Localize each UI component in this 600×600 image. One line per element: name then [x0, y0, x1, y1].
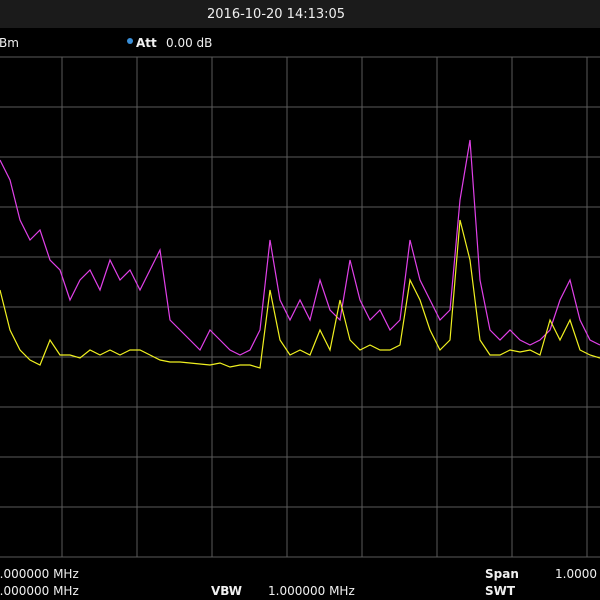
trace — [0, 140, 600, 355]
span-value: 1.0000 — [555, 567, 597, 581]
vbw-value: 1.000000 MHz — [268, 584, 355, 598]
rbw-value: 1.000000 MHz — [0, 567, 79, 581]
center-value: 1.000000 MHz — [0, 584, 79, 598]
swt-label: SWT — [485, 584, 515, 598]
trace — [0, 220, 600, 368]
vbw-label: VBW — [211, 584, 242, 598]
span-label: Span — [485, 567, 519, 581]
